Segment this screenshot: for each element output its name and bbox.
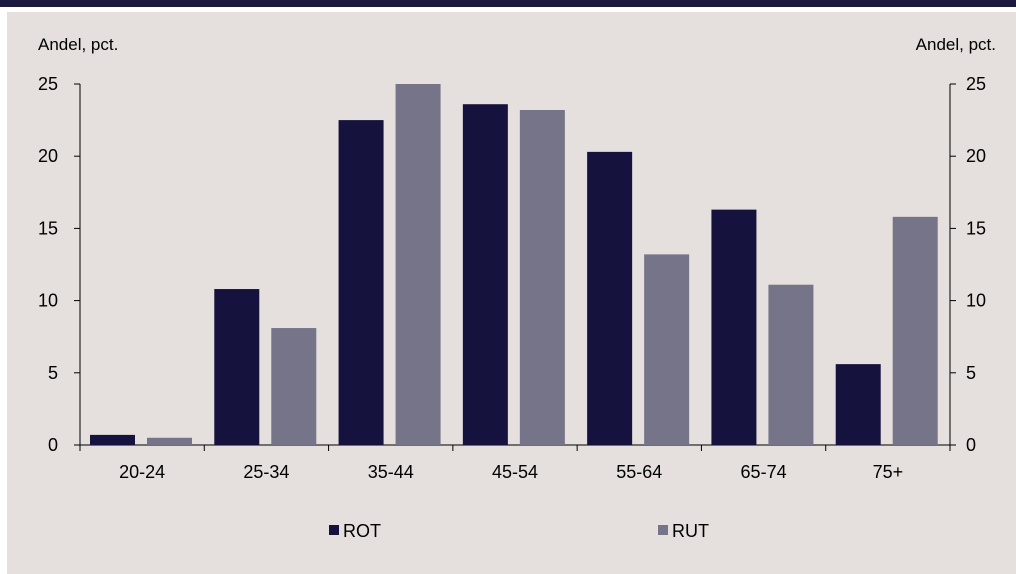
x-tick-label: 35-44 (368, 462, 414, 482)
chart-panel (7, 12, 1016, 574)
right-y-tick-label: 0 (966, 435, 976, 455)
right-y-tick-label: 10 (966, 291, 986, 311)
bar-rot-35-44 (338, 120, 384, 445)
x-tick-label: 75+ (873, 462, 904, 482)
x-tick-label: 65-74 (741, 462, 787, 482)
legend-label-rot: ROT (343, 521, 381, 541)
chart-axes (74, 83, 956, 451)
x-tick-label: 20-24 (119, 462, 165, 482)
right-axis-title: Andel, pct. (916, 35, 996, 54)
bar-rut-75+ (892, 216, 938, 445)
bar-rot-75+ (835, 364, 881, 445)
left-axis-title: Andel, pct. (38, 35, 118, 54)
right-y-tick-label: 5 (966, 363, 976, 383)
chart-bars (90, 84, 938, 446)
right-y-tick-label: 25 (966, 74, 986, 94)
chart-tick-labels: 0 0 5 5 10 10 15 15 20 20 25 25 20-24 25-34 35-44 45-54… (38, 74, 986, 482)
x-tick-label: 45-54 (492, 462, 538, 482)
left-y-tick-label: 5 (48, 363, 58, 383)
chart-legend: ROT RUT (329, 521, 709, 541)
left-y-tick-label: 0 (48, 435, 58, 455)
legend-swatch-rot (329, 525, 339, 535)
legend-swatch-rut (658, 525, 668, 535)
right-y-tick-label: 15 (966, 218, 986, 238)
bar-rut-35-44 (395, 84, 441, 445)
x-tick-label: 25-34 (243, 462, 289, 482)
legend-label-rut: RUT (672, 521, 709, 541)
bar-rut-45-54 (519, 109, 565, 445)
right-y-tick-label: 20 (966, 146, 986, 166)
left-y-tick-label: 20 (38, 146, 58, 166)
bar-rut-65-74 (768, 284, 814, 445)
left-y-tick-label: 10 (38, 291, 58, 311)
bar-rut-20-24 (147, 437, 192, 445)
bar-rot-55-64 (587, 151, 633, 446)
bar-rot-25-34 (214, 289, 260, 445)
bar-rot-45-54 (462, 104, 508, 445)
bar-rot-20-24 (90, 434, 135, 445)
left-y-tick-label: 25 (38, 74, 58, 94)
bar-rut-55-64 (644, 254, 690, 445)
bar-rot-65-74 (711, 209, 757, 445)
top-accent-bar (0, 0, 1016, 7)
x-tick-label: 55-64 (616, 462, 662, 482)
bar-rut-25-34 (271, 328, 317, 445)
left-y-tick-label: 15 (38, 218, 58, 238)
